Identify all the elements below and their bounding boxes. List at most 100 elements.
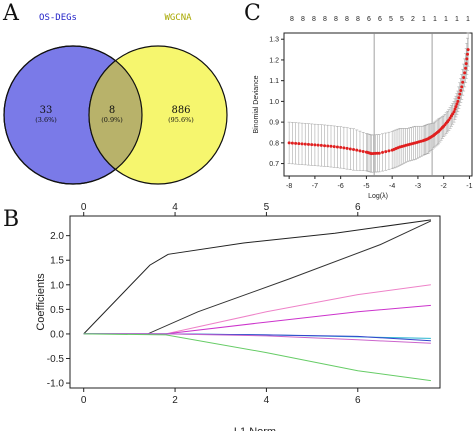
coefficient-path-line <box>83 219 431 335</box>
y-tick-label: 1.0 <box>269 99 279 106</box>
deviance-point <box>455 102 459 106</box>
deviance-point <box>381 150 385 154</box>
y-tick-label: 1.5 <box>50 256 64 267</box>
top-count-label: 1 <box>466 16 470 23</box>
deviance-point <box>459 89 463 93</box>
top-count-label: 5 <box>389 16 393 23</box>
deviance-point <box>377 151 381 155</box>
top-count-label: 1 <box>433 16 437 23</box>
coefficient-path-line <box>83 284 431 335</box>
deviance-point <box>303 142 307 146</box>
y-tick-label: 1.1 <box>269 78 279 85</box>
top-count-label: 6 <box>367 16 371 23</box>
top-count-label: 8 <box>345 16 349 23</box>
deviance-point <box>460 85 464 89</box>
x-tick-label: -4 <box>389 183 395 190</box>
venn-percent: (3.6%) <box>35 116 57 124</box>
deviance-point <box>461 80 465 84</box>
deviance-point <box>464 66 468 70</box>
venn-count: 886 <box>171 105 190 116</box>
deviance-point <box>294 141 298 145</box>
plot-frame <box>69 215 441 389</box>
top-count-label: 8 <box>301 16 305 23</box>
y-tick-label: -1.0 <box>47 379 65 390</box>
deviance-point <box>319 143 323 147</box>
cv-deviance-chart: 8 8 8 8 8 8 8 6 6 5 5 2 1 1 1 1 1-8 -7 -6 -5 -4 -3 -2 -10.70.80… <box>253 16 473 200</box>
top-count-label: 8 <box>312 16 316 23</box>
x-tick-label: -5 <box>363 183 369 190</box>
top-tick-label: 6 <box>355 202 361 213</box>
x-tick-label: -2 <box>441 183 447 190</box>
top-count-label: 1 <box>455 16 459 23</box>
deviance-point <box>465 52 469 56</box>
deviance-point <box>287 141 291 145</box>
deviance-point <box>342 146 346 150</box>
deviance-point <box>458 92 462 96</box>
coefficient-path-line <box>83 220 432 335</box>
plot-frame <box>283 32 473 177</box>
deviance-point <box>463 71 467 75</box>
x-tick-label: 0 <box>81 395 87 406</box>
top-count-label: 8 <box>334 16 338 23</box>
y-axis-title: Binomial Deviance <box>253 75 260 133</box>
y-tick-label: 1.3 <box>269 37 279 44</box>
y-axis-title: Coefficients <box>35 273 47 331</box>
venn-diagram: OS-DEGs WGCNA 33(3.6%) 8(0.9%) 886(95.6%) <box>3 13 228 185</box>
top-count-label: 8 <box>290 16 294 23</box>
y-tick-label: 0.7 <box>269 161 279 168</box>
panel-letter-c: C <box>244 1 261 26</box>
deviance-point <box>310 143 314 147</box>
deviance-point <box>454 105 458 109</box>
panel-letter-a: A <box>2 1 20 26</box>
x-tick-label: -8 <box>286 183 292 190</box>
deviance-point <box>384 150 388 154</box>
top-count-label: 6 <box>378 16 382 23</box>
deviance-point <box>323 144 327 148</box>
venn-percent: (95.6%) <box>168 116 194 124</box>
deviance-point <box>452 110 456 114</box>
deviance-point <box>352 147 356 151</box>
top-count-label: 1 <box>422 16 426 23</box>
deviance-point <box>326 144 330 148</box>
top-tick-label: 0 <box>81 202 87 213</box>
deviance-point <box>358 149 362 153</box>
deviance-point <box>339 145 343 149</box>
venn-percent: (0.9%) <box>101 116 123 124</box>
venn-overlap <box>88 46 142 184</box>
y-tick-label: 2.0 <box>50 231 64 242</box>
top-tick-label: 4 <box>172 202 178 213</box>
y-tick-label: 0.5 <box>50 305 64 316</box>
deviance-point <box>355 148 359 152</box>
deviance-point <box>465 57 469 61</box>
top-count-label: 5 <box>400 16 404 23</box>
y-tick-label: 0.9 <box>269 120 279 127</box>
deviance-point <box>332 145 336 149</box>
x-axis-title: Log(λ) <box>368 193 388 200</box>
deviance-point <box>457 96 461 100</box>
x-axis-title: L1 Norm <box>234 426 276 431</box>
top-count-label: 1 <box>444 16 448 23</box>
deviance-point <box>335 145 339 149</box>
x-tick-label: -7 <box>312 183 318 190</box>
y-tick-label: 0.8 <box>269 140 279 147</box>
deviance-point <box>361 149 365 153</box>
deviance-point <box>316 143 320 147</box>
coefficient-path-line <box>83 333 431 382</box>
top-count-label: 8 <box>356 16 360 23</box>
x-tick-label: -1 <box>466 183 472 190</box>
venn-outline-left <box>3 45 143 185</box>
coefficient-path-chart: 0 4 5 6 0 2 4 6 -1.0 -0.5 0.0 0.5 1.0 1.5 2.0 L1 Norm Co… <box>35 202 441 431</box>
deviance-point <box>462 76 466 80</box>
deviance-point <box>300 142 304 146</box>
y-tick-label: 0.0 <box>50 329 64 340</box>
venn-count: 8 <box>109 105 115 116</box>
x-tick-label: -3 <box>415 183 421 190</box>
top-count-label: 8 <box>323 16 327 23</box>
venn-set-label-wgcna: WGCNA <box>164 13 192 23</box>
coefficient-path-line <box>83 333 431 344</box>
coefficient-path-line <box>83 304 431 335</box>
deviance-point <box>297 142 301 146</box>
venn-set-label-os-degs: OS-DEGs <box>39 13 77 23</box>
venn-count: 33 <box>40 105 53 116</box>
